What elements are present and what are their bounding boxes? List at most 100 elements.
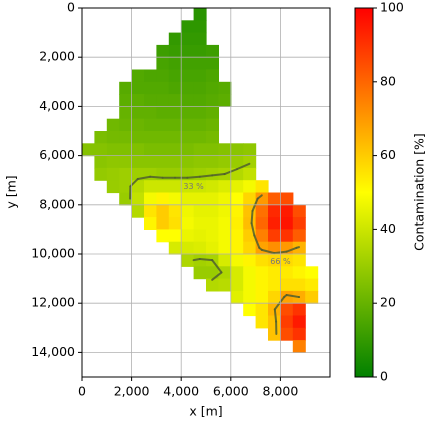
y-tick-label: 4,000 (39, 98, 75, 113)
contour-line (149, 175, 164, 179)
heatmap-cell (193, 8, 207, 21)
heatmap-cell (181, 32, 195, 46)
heatmap-cell (181, 131, 195, 144)
heatmap-cell (206, 241, 219, 255)
heatmap-cell (193, 217, 207, 230)
heatmap-cell (268, 254, 281, 267)
heatmap-cell (206, 118, 219, 132)
colorbar-tick-label: 0 (380, 369, 388, 384)
heatmap-cell (280, 204, 294, 218)
heatmap-cell (218, 192, 232, 206)
heatmap-cell (168, 204, 182, 218)
heatmap-cell (218, 241, 232, 255)
heatmap-cell (268, 327, 281, 341)
heatmap-cell (181, 94, 195, 107)
heatmap-cell (181, 241, 195, 255)
heatmap-cell (144, 155, 157, 169)
heatmap-cell (119, 192, 133, 206)
heatmap-cell (243, 143, 257, 157)
heatmap-cell (280, 327, 294, 341)
heatmap-cell (168, 229, 182, 243)
heatmap-cell (218, 278, 232, 292)
heatmap-cell (292, 254, 306, 267)
heatmap-cell (131, 180, 145, 194)
heatmap-cell (168, 180, 182, 194)
heatmap-cell (156, 204, 170, 218)
heatmap-cell (181, 118, 195, 132)
heatmap-cell (193, 155, 207, 169)
heatmap-cell (206, 69, 219, 83)
heatmap-cell (292, 303, 306, 317)
heatmap-cell (292, 278, 306, 292)
heatmap-cell (168, 81, 182, 95)
heatmap-cell (181, 69, 195, 83)
heatmap-cell (193, 131, 207, 144)
heatmap-cell (156, 229, 170, 243)
heatmap-cell (243, 278, 257, 292)
heatmap-cell (292, 327, 306, 341)
heatmap-cell (168, 69, 182, 83)
colorbar-tick-label: 20 (380, 295, 396, 310)
heatmap-cell (218, 229, 232, 243)
heatmap-cell (181, 204, 195, 218)
heatmap-cell (255, 204, 269, 218)
heatmap-cell (181, 81, 195, 95)
heatmap-cell (181, 192, 195, 206)
heatmap-cell (193, 254, 207, 267)
heatmap-cell (119, 167, 133, 181)
heatmap-cell (193, 32, 207, 46)
heatmap-cell (206, 81, 219, 95)
heatmap-cell (280, 254, 294, 267)
heatmap-cell (218, 254, 232, 267)
x-tick-label: 6,000 (213, 384, 249, 399)
heatmap-cell (243, 303, 257, 317)
heatmap-cell (168, 44, 182, 58)
x-axis-label: x [m] (189, 404, 222, 419)
heatmap-cell (119, 180, 133, 194)
heatmap-cell (106, 180, 120, 194)
heatmap-cell (230, 266, 244, 280)
heatmap-cell (131, 155, 145, 169)
heatmap-cell (268, 229, 281, 243)
heatmap-cell (168, 57, 182, 71)
heatmap-cell (230, 180, 244, 194)
heatmap-cell (230, 155, 244, 169)
heatmap-cell (206, 180, 219, 194)
heatmap-cell (255, 278, 269, 292)
heatmap-cell (230, 204, 244, 218)
heatmap-cell (144, 167, 157, 181)
heatmap-cell (268, 266, 281, 280)
heatmap-cell (280, 266, 294, 280)
heatmap-cell (156, 94, 170, 107)
heatmap-cell (255, 217, 269, 230)
heatmap-cell (156, 44, 170, 58)
heatmap-cell (193, 192, 207, 206)
heatmap-cell (181, 254, 195, 267)
heatmap-cell (206, 131, 219, 144)
heatmap-cell (193, 143, 207, 157)
heatmap-cell (255, 192, 269, 206)
heatmap-cell (193, 204, 207, 218)
heatmap-cell (218, 94, 232, 107)
heatmap-cell (168, 94, 182, 107)
heatmap-cell (243, 266, 257, 280)
heatmap-cell (82, 143, 95, 157)
heatmap-cell (268, 278, 281, 292)
plot-frame (81, 7, 331, 378)
heatmap-cell (305, 278, 319, 292)
heatmap-cell (131, 81, 145, 95)
x-tick-label: 0 (78, 384, 86, 399)
contour-line (198, 174, 214, 178)
heatmap-cell (292, 217, 306, 230)
heatmap-cell (131, 94, 145, 107)
contour-line (186, 175, 201, 179)
colorbar (354, 7, 374, 378)
contour-line (285, 294, 300, 299)
heatmap-cell (206, 204, 219, 218)
y-tick-label: 14,000 (31, 344, 75, 359)
heatmap-cell (255, 266, 269, 280)
heatmap-cell (206, 94, 219, 107)
x-tick-label: 4,000 (163, 384, 199, 399)
